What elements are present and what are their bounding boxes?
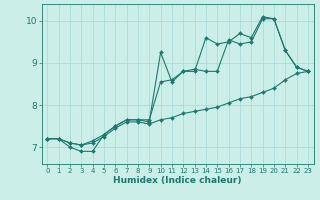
X-axis label: Humidex (Indice chaleur): Humidex (Indice chaleur): [113, 176, 242, 185]
